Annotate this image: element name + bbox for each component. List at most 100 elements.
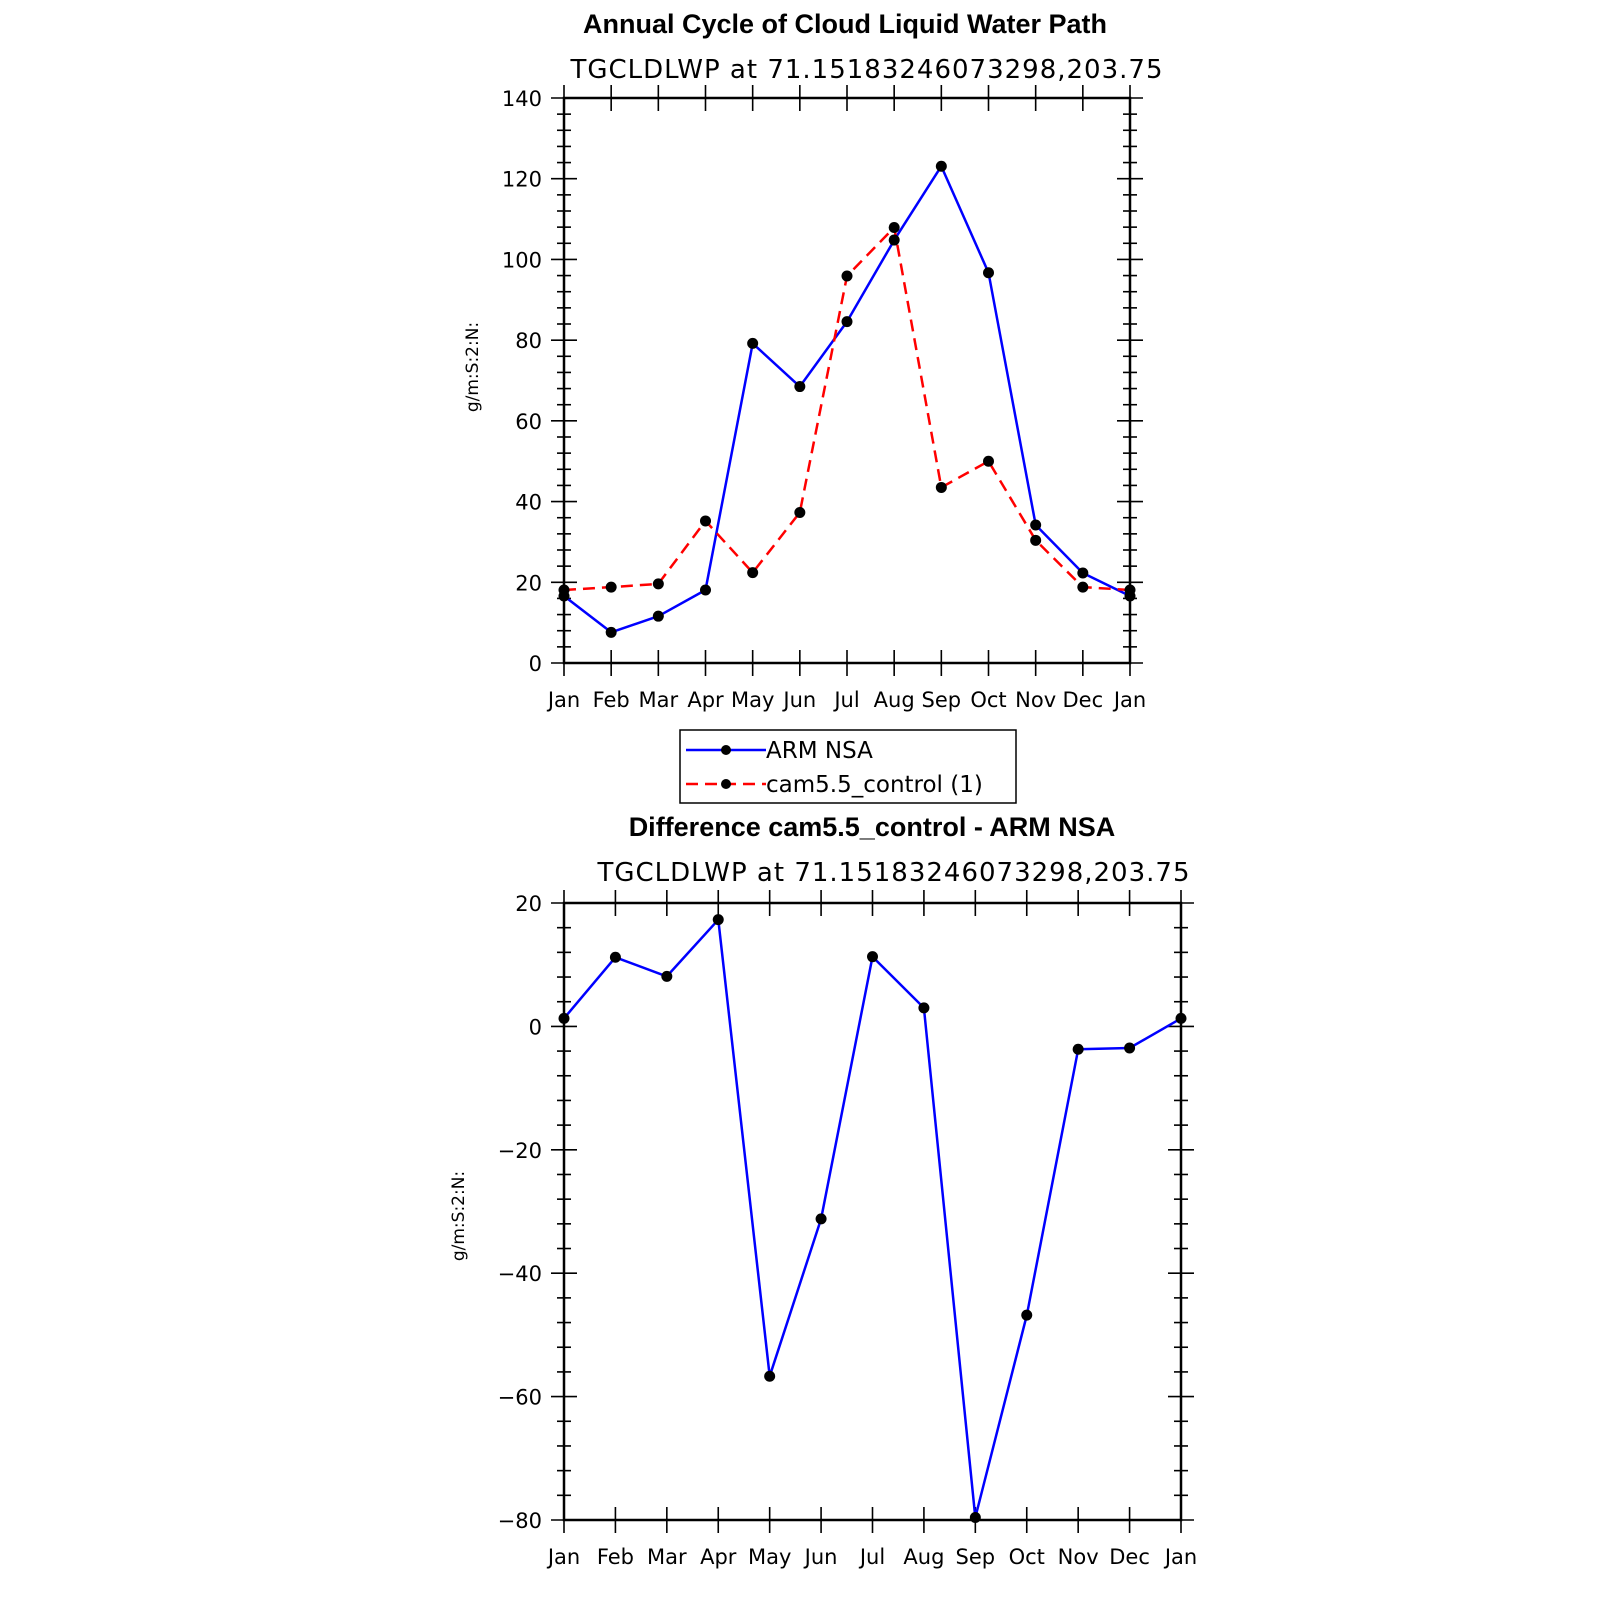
y-tick-label: 100 xyxy=(502,248,542,272)
y-tick-label: 20 xyxy=(515,571,542,595)
x-tick-label: Mar xyxy=(647,1545,687,1569)
data-point-0 xyxy=(815,1213,827,1225)
plot-series xyxy=(558,914,1187,1524)
x-tick-label: Jul xyxy=(858,1545,885,1569)
data-point-0 xyxy=(661,970,673,982)
y-axis-label: g/m:S:2:N: xyxy=(449,1171,469,1261)
data-point-1 xyxy=(983,455,994,467)
plot-frame xyxy=(562,96,1132,665)
data-point-0 xyxy=(841,316,853,328)
y-tick-label: 120 xyxy=(502,168,542,192)
legend-box xyxy=(679,729,1017,804)
x-tick-label: Apr xyxy=(700,1545,737,1569)
series-line-0 xyxy=(563,918,1182,1519)
data-point-0 xyxy=(935,160,947,172)
x-tick-label: Sep xyxy=(922,688,962,712)
x-tick-label: Sep xyxy=(956,1545,996,1569)
x-tick-label: Nov xyxy=(1015,688,1056,712)
plot-frame xyxy=(562,901,1183,1522)
data-point-0 xyxy=(1175,1012,1187,1024)
data-point-0 xyxy=(609,951,621,963)
data-point-1 xyxy=(1124,584,1136,596)
y-tick-label: 80 xyxy=(515,329,542,353)
x-tick-label: Dec xyxy=(1063,688,1104,712)
data-point-1 xyxy=(794,506,806,518)
y-tick-label: 20 xyxy=(515,892,542,916)
data-point-0 xyxy=(1072,1043,1084,1055)
x-tick-label: Jul xyxy=(832,688,859,712)
data-point-1 xyxy=(935,481,947,493)
x-tick-label: Jan xyxy=(546,688,580,712)
x-tick-label: Jun xyxy=(781,688,816,712)
y-tick-label: −60 xyxy=(498,1386,542,1410)
x-tick-label: Aug xyxy=(903,1545,944,1569)
x-tick-label: Feb xyxy=(597,1545,634,1569)
data-point-1 xyxy=(1077,581,1089,593)
data-point-0 xyxy=(747,337,759,349)
y-axis-label: g/m:S:2:N: xyxy=(463,322,483,412)
y-tick-label: 0 xyxy=(529,1015,542,1039)
x-tick-label: Oct xyxy=(1009,1545,1045,1569)
data-point-0 xyxy=(918,1002,930,1014)
difference-chart: Difference cam5.5_control - ARM NSA TGCL… xyxy=(449,812,1197,1569)
x-tick-label: Nov xyxy=(1058,1545,1099,1569)
y-tick-label: −80 xyxy=(498,1509,542,1533)
x-tick-label: Dec xyxy=(1109,1545,1150,1569)
annual-cycle-chart: Annual Cycle of Cloud Liquid Water Path … xyxy=(463,9,1163,804)
data-point-0 xyxy=(700,584,711,596)
x-tick-label: May xyxy=(748,1545,791,1569)
data-point-1 xyxy=(558,584,570,596)
series-line-0 xyxy=(563,164,1131,634)
chart-subtitle: TGCLDLWP at 71.15183246073298,203.75 xyxy=(569,55,1163,85)
data-point-0 xyxy=(867,951,878,963)
x-tick-label: Aug xyxy=(874,688,915,712)
plot-series xyxy=(558,160,1136,638)
data-point-0 xyxy=(1030,519,1042,531)
legend-marker-cam55 xyxy=(721,779,731,789)
data-point-1 xyxy=(888,222,900,234)
y-tick-label: −20 xyxy=(498,1139,542,1163)
data-point-1 xyxy=(700,515,711,527)
data-point-0 xyxy=(1077,567,1089,579)
data-point-0 xyxy=(558,1012,570,1024)
data-point-0 xyxy=(888,234,900,246)
data-point-0 xyxy=(1021,1309,1033,1321)
legend-marker-arm-nsa xyxy=(721,745,731,755)
data-point-1 xyxy=(841,270,853,282)
x-tick-label: May xyxy=(731,688,774,712)
data-point-0 xyxy=(794,381,806,393)
data-point-0 xyxy=(605,626,617,638)
data-point-0 xyxy=(969,1512,981,1524)
data-point-0 xyxy=(764,1370,776,1382)
legend-label-cam55: cam5.5_control (1) xyxy=(766,772,983,798)
legend-label-arm-nsa: ARM NSA xyxy=(766,738,873,764)
data-point-0 xyxy=(1124,1042,1136,1054)
y-tick-label: 40 xyxy=(515,491,542,515)
chart-title: Difference cam5.5_control - ARM NSA xyxy=(629,812,1116,842)
chart-subtitle: TGCLDLWP at 71.15183246073298,203.75 xyxy=(596,858,1190,888)
x-tick-label: Feb xyxy=(593,688,630,712)
x-tick-label: Jan xyxy=(1163,1545,1197,1569)
y-tick-label: −40 xyxy=(498,1262,542,1286)
data-point-0 xyxy=(983,267,994,279)
data-point-0 xyxy=(712,914,724,926)
x-tick-label: Mar xyxy=(639,688,679,712)
y-tick-label: 60 xyxy=(515,410,542,434)
chart-title: Annual Cycle of Cloud Liquid Water Path xyxy=(583,9,1107,39)
x-tick-label: Oct xyxy=(970,688,1006,712)
x-tick-label: Jun xyxy=(803,1545,838,1569)
data-point-1 xyxy=(652,578,664,590)
y-tick-label: 140 xyxy=(502,87,542,111)
x-tick-label: Apr xyxy=(687,688,724,712)
x-tick-label: Jan xyxy=(546,1545,580,1569)
x-tick-label: Jan xyxy=(1112,688,1146,712)
data-point-1 xyxy=(605,581,617,593)
y-tick-label: 0 xyxy=(529,652,542,676)
data-point-1 xyxy=(1030,534,1042,546)
data-point-1 xyxy=(747,567,759,579)
data-point-0 xyxy=(652,610,664,622)
chart-legend: ARM NSA cam5.5_control (1) xyxy=(679,729,1017,804)
plot-axes: 0 20 40 60 80 100 120 140 Jan Feb Mar Apr May Jun Jul A… xyxy=(502,85,1146,712)
plot-axes: −80 −60 −40 −20 0 20 Jan Feb Mar Apr May Jun Jul Aug S… xyxy=(498,890,1197,1569)
